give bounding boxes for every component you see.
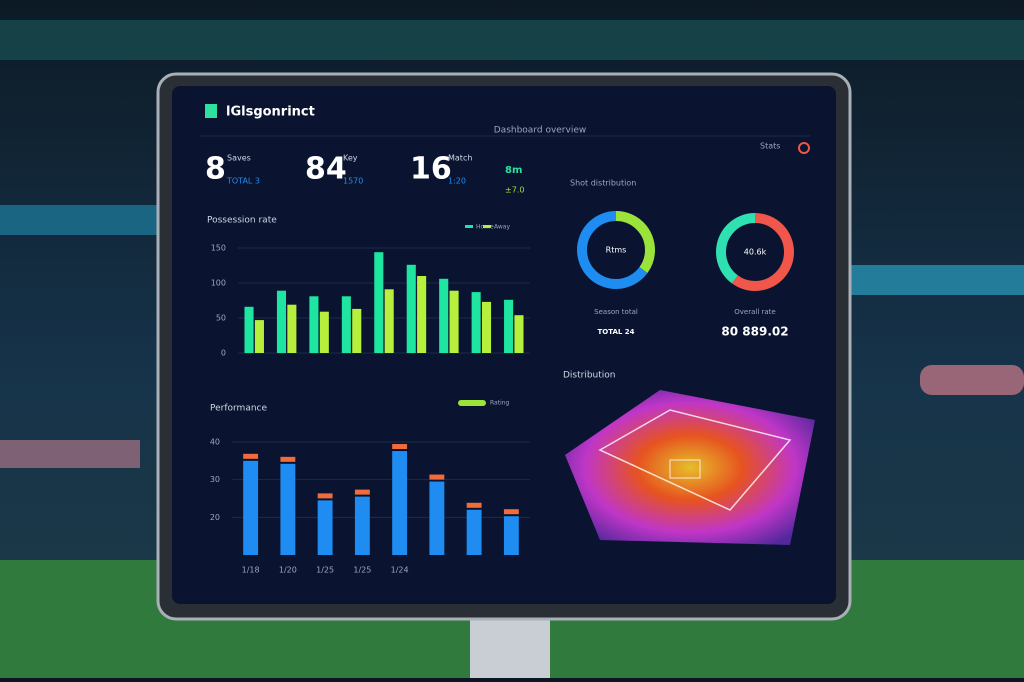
y-tick-label: 20 bbox=[210, 513, 220, 522]
stat-sub: 1570 bbox=[343, 177, 363, 186]
legend-swatch bbox=[465, 225, 473, 228]
y-tick-label: 50 bbox=[216, 314, 226, 323]
bar bbox=[309, 296, 319, 353]
light-band bbox=[0, 440, 140, 468]
section-title: Possession rate bbox=[207, 216, 277, 226]
pitch-lines bbox=[598, 409, 792, 511]
bar bbox=[384, 289, 394, 353]
bar bbox=[374, 252, 384, 353]
bar bbox=[317, 500, 333, 555]
light-band bbox=[0, 20, 1024, 60]
bar bbox=[471, 292, 481, 353]
bar bbox=[287, 304, 297, 353]
legend-swatch bbox=[483, 225, 491, 228]
y-tick-label: 100 bbox=[211, 279, 226, 288]
bar-cap bbox=[354, 489, 370, 495]
legend-label: Rating bbox=[490, 400, 510, 407]
donut-segment bbox=[577, 211, 655, 289]
y-tick-label: 0 bbox=[221, 349, 226, 358]
bar bbox=[429, 481, 445, 555]
x-tick-label: 1/24 bbox=[391, 566, 409, 575]
header-title: Dashboard overview bbox=[494, 126, 586, 136]
bar bbox=[514, 315, 524, 353]
heatmap bbox=[565, 390, 815, 545]
bar bbox=[354, 496, 370, 555]
profile-icon[interactable] bbox=[798, 142, 810, 154]
x-tick-label: 1/25 bbox=[353, 566, 371, 575]
bar-cap bbox=[317, 493, 333, 499]
pitch-box bbox=[669, 459, 701, 479]
bar bbox=[504, 299, 514, 353]
bar bbox=[280, 463, 296, 555]
legend-swatch bbox=[458, 400, 486, 406]
bar bbox=[481, 301, 492, 353]
y-tick-label: 40 bbox=[210, 438, 220, 447]
light-band bbox=[920, 365, 1024, 395]
bar-cap bbox=[466, 502, 482, 508]
legend-label: Away bbox=[494, 224, 510, 231]
stat-value: 8m bbox=[505, 165, 522, 176]
bar bbox=[319, 311, 329, 353]
donut-segment bbox=[716, 213, 794, 291]
stat-sub: TOTAL 3 bbox=[226, 177, 260, 186]
bar bbox=[352, 308, 362, 353]
donut-center: Rtms bbox=[606, 246, 627, 255]
x-tick-label: 1/18 bbox=[242, 566, 260, 575]
y-tick-label: 150 bbox=[211, 244, 226, 253]
stat-label: Key bbox=[343, 154, 358, 163]
bar bbox=[449, 290, 459, 353]
stat-sub: ±7.0 bbox=[505, 186, 524, 195]
bar-cap bbox=[392, 444, 408, 450]
donut-footer: TOTAL 24 bbox=[597, 328, 634, 336]
bar bbox=[406, 264, 416, 353]
bar bbox=[341, 296, 351, 353]
y-tick-label: 30 bbox=[210, 475, 220, 484]
section-title: Performance bbox=[210, 404, 267, 414]
section-title: Shot distribution bbox=[570, 179, 636, 188]
bar bbox=[276, 290, 287, 353]
logo-icon bbox=[205, 104, 217, 118]
header-right: Stats bbox=[760, 142, 780, 151]
bar-cap bbox=[503, 509, 519, 515]
bar bbox=[254, 320, 264, 353]
bar-cap bbox=[280, 456, 296, 462]
x-tick-label: 1/20 bbox=[279, 566, 297, 575]
stat-value: 84 bbox=[305, 152, 347, 187]
stat-sub: 1:20 bbox=[448, 177, 466, 186]
donut-center: 40.6k bbox=[744, 248, 767, 257]
bar bbox=[503, 516, 519, 555]
light-band bbox=[850, 265, 1024, 295]
bar-cap bbox=[243, 453, 259, 459]
bar bbox=[417, 276, 427, 353]
donut-caption: Overall rate bbox=[734, 308, 775, 316]
bar-cap bbox=[429, 474, 445, 480]
bar bbox=[466, 509, 482, 555]
bar bbox=[439, 278, 449, 353]
heatmap-field bbox=[565, 390, 815, 545]
x-tick-label: 1/25 bbox=[316, 566, 334, 575]
bar bbox=[243, 460, 259, 555]
bar bbox=[244, 306, 254, 353]
logo: lGlsgonrinct bbox=[226, 105, 315, 120]
section-title: Distribution bbox=[563, 371, 616, 381]
donut-caption: Season total bbox=[594, 308, 638, 316]
donut-footer: 80 889.02 bbox=[721, 325, 788, 339]
stat-value: 8 bbox=[205, 152, 226, 187]
light-band bbox=[0, 205, 170, 235]
stat-label: Match bbox=[448, 154, 472, 163]
stat-label: Saves bbox=[227, 154, 251, 163]
stat-value: 16 bbox=[410, 152, 452, 187]
bar bbox=[392, 451, 408, 555]
